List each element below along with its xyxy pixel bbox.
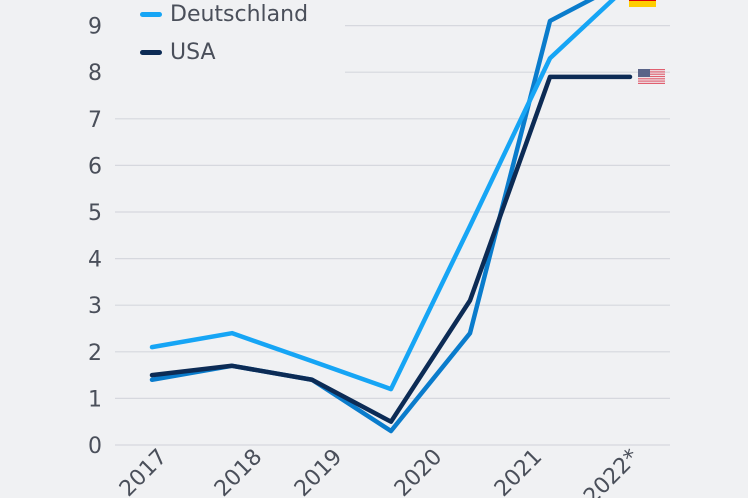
y-tick-label: 8	[88, 61, 102, 86]
x-tick-label: 2020	[390, 445, 447, 498]
y-tick-label: 6	[88, 154, 102, 179]
legend-item-deutschland[interactable]: Deutschland	[140, 2, 308, 27]
legend-swatch	[140, 50, 162, 55]
y-tick-label: 9	[88, 15, 102, 40]
x-tick-label: 2022*	[579, 445, 644, 498]
x-tick-label: 2017	[115, 445, 172, 498]
series-line-deutschland	[149, 0, 616, 392]
y-tick-label: 0	[88, 434, 102, 459]
legend-swatch	[140, 12, 162, 17]
y-tick-label: 2	[88, 341, 102, 366]
legend-item-usa[interactable]: USA	[140, 40, 216, 65]
x-tick-label: 2021	[490, 445, 547, 498]
y-tick-label: 1	[88, 387, 102, 412]
usa-flag-icon	[638, 69, 665, 84]
x-tick-label: 2018	[210, 445, 267, 498]
series-line-usa	[149, 74, 633, 424]
germany-flag-icon	[629, 0, 656, 7]
x-tick-label: 2019	[290, 445, 347, 498]
legend-label: USA	[170, 40, 216, 65]
y-tick-label: 7	[88, 108, 102, 133]
y-tick-label: 3	[88, 294, 102, 319]
legend-label: Deutschland	[170, 2, 309, 27]
y-tick-label: 4	[88, 248, 102, 273]
y-tick-label: 5	[88, 201, 102, 226]
